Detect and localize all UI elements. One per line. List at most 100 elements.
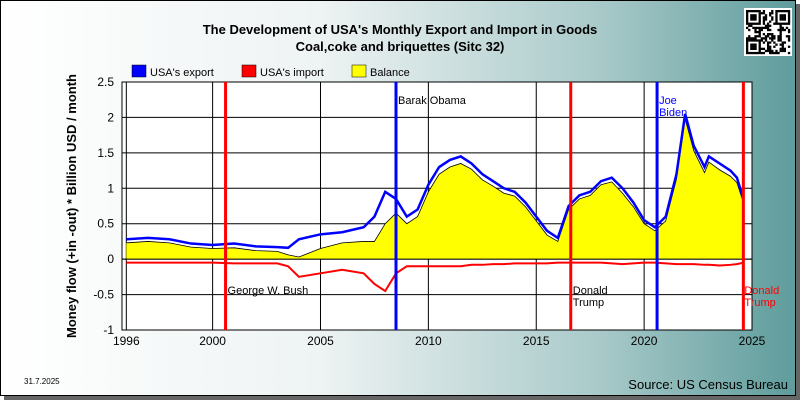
qr-cell [748,28,751,32]
x-tick-label-5: 2020 [631,334,658,348]
qr-cell [760,51,763,55]
qr-cell [771,49,774,53]
qr-cell [775,14,778,17]
qr-cell [754,37,757,40]
qr-cell [779,35,782,38]
qr-cell [771,39,774,42]
qr-cell [754,22,757,25]
qr-cell [775,16,778,19]
qr-cell [746,26,749,30]
qr-cell [771,51,774,55]
qr-cell [766,43,770,46]
qr-cell [746,41,749,44]
qr-cell [766,47,770,51]
qr-cell [762,37,766,40]
qr-cell [775,22,778,25]
qr-cell [762,41,766,44]
qr-cell [746,12,749,15]
qr-cell [754,43,757,46]
qr-cell [787,35,791,38]
qr-cell [779,14,782,17]
y-tick-label-6: -0.5 [93,288,114,302]
y-tick-label-7: -1 [103,323,114,337]
qr-cell [781,10,784,13]
qr-cell [752,14,755,17]
qr-cell [766,35,770,38]
qr-cell [756,35,759,38]
qr-cell [779,10,782,13]
qr-cell [771,16,774,19]
legend-label-1: USA's import [260,67,324,79]
qr-cell [762,51,766,55]
qr-cell [764,39,768,42]
qr-cell [766,45,770,48]
qr-cell [748,24,751,27]
qr-cell [746,10,749,13]
qr-cell [787,12,791,15]
qr-cell [773,37,776,40]
qr-cell [779,16,782,19]
qr-cell [781,26,784,30]
qr-cell [771,33,774,36]
qr-cell [771,10,774,13]
qr-cell [754,39,757,42]
qr-cell [773,35,776,38]
qr-cell [760,26,763,30]
qr-cell [754,26,757,30]
qr-cell [758,43,761,46]
qr-cell [777,10,780,13]
qr-cell [756,30,759,34]
qr-cell [758,10,761,13]
x-tick-labels: 1996 2000 2005 2010 2015 2020 2025 [113,334,766,348]
qr-cell [779,47,782,51]
qr-code-icon [744,8,792,56]
qr-cell [779,24,782,27]
qr-cell [746,22,749,25]
qr-cell [746,14,749,17]
qr-cell [760,47,763,51]
qr-cell [764,26,768,30]
qr-cell [746,51,749,55]
x-tick-label-1: 2000 [199,334,226,348]
qr-cell [779,28,782,32]
qr-cell [771,35,774,38]
qr-cell [769,14,772,17]
y-tick-label-5: 0 [107,252,114,266]
qr-cell [752,16,755,19]
qr-cell [783,14,787,17]
qr-cell [775,18,778,21]
qr-cell [758,45,761,48]
qr-cell [787,30,791,34]
qr-cell [783,16,787,19]
qr-cell [762,10,766,13]
qr-cell [775,49,778,53]
qr-cell [750,14,753,17]
qr-cell [754,51,757,55]
balance-area [126,118,744,260]
qr-cell [748,35,751,38]
qr-cell [746,47,749,51]
qr-cell [758,49,761,53]
qr-cell [754,10,757,13]
qr-cell [781,49,784,53]
qr-cell [750,51,753,55]
qr-cell [762,26,766,30]
annotation-label-4: Donald [744,285,779,297]
presidency-lines [224,82,745,330]
qr-cell [750,24,753,27]
qr-cell [754,18,757,21]
qr-cell [785,10,789,13]
legend-swatch-1 [241,64,257,78]
qr-cell [769,28,772,32]
qr-cell [783,28,787,32]
qr-cell [758,30,761,34]
qr-cell [764,35,768,38]
annotation-label2-4: Trump [744,297,775,309]
qr-cell [787,45,791,48]
qr-cell [748,37,751,40]
qr-cell [781,22,784,25]
annotation-label-1: Barak Obama [398,95,467,107]
qr-cell [758,28,761,32]
qr-cell [769,33,772,36]
